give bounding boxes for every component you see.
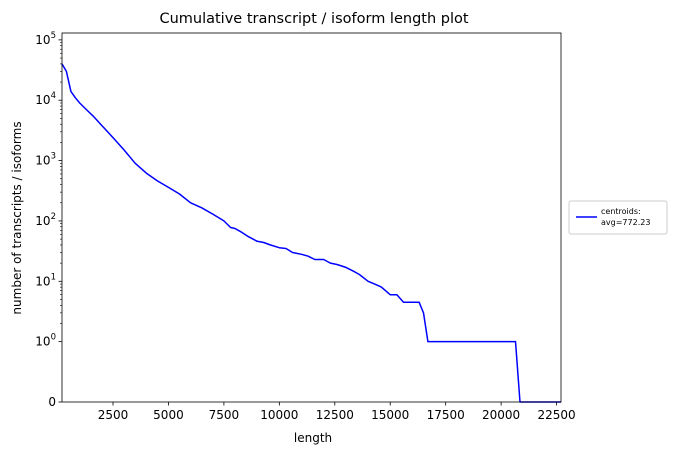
- x-tick-label: 15000: [371, 408, 409, 422]
- legend-label-line1: centroids:: [601, 207, 641, 216]
- y-axis-title: number of transcripts / isoforms: [10, 121, 24, 314]
- x-tick-label: 10000: [260, 408, 298, 422]
- plot-area: [62, 33, 561, 402]
- x-tick-label: 5000: [153, 408, 184, 422]
- x-tick-label: 7500: [209, 408, 240, 422]
- x-axis-title: length: [294, 431, 332, 445]
- x-tick-label: 12500: [316, 408, 354, 422]
- y-tick-label: 0: [48, 395, 56, 409]
- x-tick-label: 2500: [98, 408, 129, 422]
- legend-label-line2: avg=772.23: [601, 218, 650, 227]
- legend: centroids: avg=772.23: [569, 201, 667, 234]
- x-tick-label: 22500: [537, 408, 575, 422]
- chart-title: Cumulative transcript / isoform length p…: [159, 11, 468, 27]
- x-tick-label: 17500: [427, 408, 465, 422]
- plot-background: [62, 33, 561, 402]
- x-tick-label: 20000: [482, 408, 520, 422]
